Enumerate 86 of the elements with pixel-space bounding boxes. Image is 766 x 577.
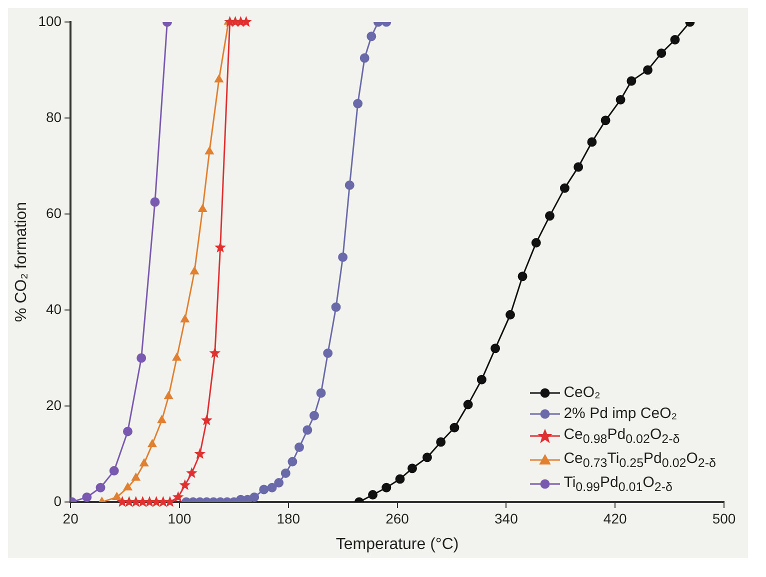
point xyxy=(616,95,626,105)
y-tick-label: 80 xyxy=(46,108,62,125)
point xyxy=(331,302,341,312)
point xyxy=(302,425,312,435)
point xyxy=(209,347,221,358)
point xyxy=(587,137,597,147)
point xyxy=(96,482,106,492)
point xyxy=(360,53,370,63)
point xyxy=(205,146,214,154)
point xyxy=(366,32,376,42)
point xyxy=(198,204,207,212)
point xyxy=(518,272,528,282)
legend-label: Ce$_{0.98}$Pd$_{0.02}$O$_{2-δ}$ xyxy=(564,426,680,446)
legend-label: CeO₂ xyxy=(564,384,600,401)
point xyxy=(186,467,198,478)
point xyxy=(122,426,132,436)
point xyxy=(112,492,122,500)
point xyxy=(353,98,363,108)
y-tick-label: 40 xyxy=(46,300,62,317)
x-tick-label: 420 xyxy=(603,510,627,526)
point xyxy=(436,437,446,447)
point xyxy=(338,252,348,262)
x-axis-title: Temperature (°C) xyxy=(336,536,459,553)
point xyxy=(214,74,224,82)
point xyxy=(140,458,148,466)
point xyxy=(132,473,140,481)
point xyxy=(172,353,181,361)
point xyxy=(560,183,570,193)
point xyxy=(124,482,132,490)
point xyxy=(214,242,226,252)
point xyxy=(600,116,610,126)
point xyxy=(450,422,460,432)
point xyxy=(194,448,206,459)
point xyxy=(382,482,392,492)
point xyxy=(670,35,680,45)
point xyxy=(288,456,298,466)
x-tick-label: 180 xyxy=(276,510,300,526)
point xyxy=(250,492,260,502)
point xyxy=(150,197,160,207)
point xyxy=(531,238,541,248)
point xyxy=(643,65,653,75)
y-axis-title: % CO₂ formation xyxy=(13,202,30,322)
point xyxy=(422,452,432,462)
point xyxy=(164,392,173,400)
point xyxy=(408,464,418,474)
point xyxy=(506,310,516,320)
point xyxy=(136,353,146,363)
x-tick-label: 340 xyxy=(494,510,518,526)
y-tick-label: 20 xyxy=(46,396,62,413)
point xyxy=(158,416,166,424)
x-tick-label: 500 xyxy=(712,510,736,526)
point xyxy=(395,474,405,484)
point xyxy=(280,468,290,478)
legend-label: 2% Pd imp CeO₂ xyxy=(564,405,678,422)
point xyxy=(259,484,269,494)
point xyxy=(463,400,473,410)
point xyxy=(574,162,584,172)
legend-label: Ce$_{0.73}$Ti$_{0.25}$Pd$_{0.02}$O$_{2-δ}$ xyxy=(564,450,716,470)
x-tick-label: 20 xyxy=(62,510,79,526)
point xyxy=(545,211,554,221)
point xyxy=(200,414,212,426)
point xyxy=(148,440,156,448)
y-tick-label: 60 xyxy=(46,204,62,221)
point xyxy=(309,410,319,420)
point xyxy=(267,482,277,492)
point xyxy=(109,466,119,476)
point xyxy=(316,388,326,398)
point xyxy=(656,48,666,58)
point xyxy=(626,76,636,86)
point xyxy=(82,492,92,502)
y-tick-label: 0 xyxy=(54,492,62,509)
x-tick-label: 260 xyxy=(386,510,410,526)
point xyxy=(179,479,191,490)
y-tick-label: 100 xyxy=(38,12,62,29)
point xyxy=(172,491,184,502)
point xyxy=(274,478,284,488)
point xyxy=(323,348,333,358)
point xyxy=(294,442,304,452)
point xyxy=(476,374,486,384)
point xyxy=(490,344,500,354)
point xyxy=(180,314,190,322)
x-tick-label: 100 xyxy=(168,510,192,526)
point xyxy=(344,180,354,190)
point xyxy=(190,266,199,274)
point xyxy=(368,490,378,500)
legend-label: Ti$_{0.99}$Pd$_{0.01}$O$_{2-δ}$ xyxy=(564,474,672,494)
